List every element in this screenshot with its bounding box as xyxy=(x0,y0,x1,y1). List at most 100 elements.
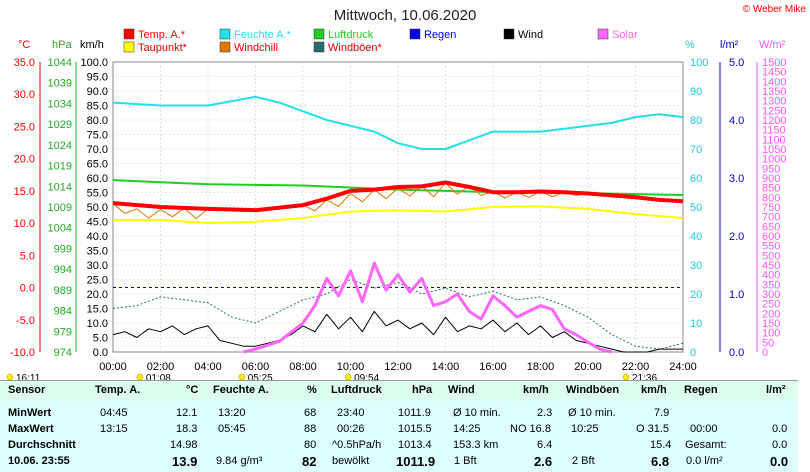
tick-label-celsius: 20.0 xyxy=(14,154,35,166)
legend-label: Windböen* xyxy=(328,42,383,54)
max-regen: 0.0 xyxy=(772,423,787,435)
tick-label-percent: 10 xyxy=(690,318,702,330)
tick-label-kmh: 55.0 xyxy=(87,188,108,200)
tick-label-kmh: 60.0 xyxy=(87,173,108,185)
max-temp: 18.3 xyxy=(176,423,197,435)
legend-swatch xyxy=(220,42,230,52)
tick-label-celsius: -5.0 xyxy=(16,315,35,327)
tick-label-rain: 5.0 xyxy=(729,57,744,69)
tick-label-kmh: 80.0 xyxy=(87,115,108,127)
tick-label-percent: 50 xyxy=(690,202,702,214)
tick-label-celsius: 10.0 xyxy=(14,218,35,230)
tick-label-kmh: 40.0 xyxy=(87,231,108,243)
time-label: 00:00 xyxy=(99,361,127,373)
tick-label-percent: 20 xyxy=(690,289,702,301)
time-label: 24:00 xyxy=(669,361,697,373)
axis-unit-percent: % xyxy=(685,39,695,51)
legend-label: Wind xyxy=(518,29,543,41)
tick-label-kmh: 100.0 xyxy=(80,57,108,69)
tick-label-celsius: -10.0 xyxy=(10,347,35,359)
max-boeen-time: 10:25 xyxy=(571,423,599,435)
max-wind-time: 14:25 xyxy=(453,423,481,435)
min-feuchte-time: 13:20 xyxy=(218,407,246,419)
row-min-label: MinWert xyxy=(8,407,51,419)
min-wind-label: Ø 10 min. xyxy=(453,407,501,419)
tick-label-percent: 30 xyxy=(690,260,702,272)
legend-label: Taupunkt* xyxy=(138,42,188,54)
axis-unit-solar: W/m² xyxy=(759,39,786,51)
time-label: 12:00 xyxy=(384,361,412,373)
chart-title: Mittwoch, 10.06.2020 xyxy=(334,7,477,24)
now-feuchte: 82 xyxy=(302,454,316,469)
tick-label-rain: 4.0 xyxy=(729,115,744,127)
now-boeen: 6.8 xyxy=(651,454,669,469)
tick-label-kmh: 0.0 xyxy=(93,347,108,359)
time-label: 14:00 xyxy=(432,361,460,373)
min-feuchte: 68 xyxy=(304,407,316,419)
tick-label-kmh: 10.0 xyxy=(87,318,108,330)
legend-label: Temp. A.* xyxy=(138,29,186,41)
time-marker: 21:36 xyxy=(632,373,657,380)
tick-label-percent: 100 xyxy=(690,57,708,69)
tick-label-solar: 0 xyxy=(762,347,768,359)
legend-label: Windchill xyxy=(234,42,278,54)
col-sensor: Sensor xyxy=(8,384,45,396)
max-druck-time: 00:26 xyxy=(337,423,365,435)
col-druck: Luftdruck xyxy=(331,384,382,396)
axis-unit-hpa: hPa xyxy=(52,39,72,51)
tick-label-percent: 0 xyxy=(690,347,696,359)
legend-swatch xyxy=(124,29,134,39)
col-feuchte: Feuchte A. xyxy=(213,384,269,396)
min-temp-time: 04:45 xyxy=(100,407,128,419)
legend-swatch xyxy=(504,29,514,39)
avg-druck-trend: ^0.5hPa/h xyxy=(332,439,381,451)
time-marker: 05:25 xyxy=(248,373,273,380)
row-max-label: MaxWert xyxy=(8,423,54,435)
tick-label-hpa: 1044 xyxy=(48,57,72,69)
col-regen: Regen xyxy=(684,384,718,396)
stats-table: Sensor Temp. A. °C Feuchte A. % Luftdruc… xyxy=(0,380,798,472)
tick-label-rain: 1.0 xyxy=(729,289,744,301)
legend-label: Luftdruck xyxy=(328,29,374,41)
tick-label-kmh: 95.0 xyxy=(87,72,108,84)
legend-swatch xyxy=(410,29,420,39)
tick-label-percent: 70 xyxy=(690,144,702,156)
tick-label-celsius: 0.0 xyxy=(20,283,35,295)
col-wind: Wind xyxy=(448,384,475,396)
axis-unit-kmh: km/h xyxy=(80,39,104,51)
avg-wind: 6.4 xyxy=(537,439,552,451)
tick-label-celsius: 5.0 xyxy=(20,250,35,262)
tick-label-celsius: 25.0 xyxy=(14,121,35,133)
tick-label-celsius: 30.0 xyxy=(14,89,35,101)
tick-label-hpa: 1029 xyxy=(48,119,72,131)
legend-swatch xyxy=(314,42,324,52)
max-regen-time: 00:00 xyxy=(690,423,718,435)
now-druck: 1011.9 xyxy=(396,454,435,469)
tick-label-hpa: 1034 xyxy=(48,98,72,110)
avg-boeen: 15.4 xyxy=(650,439,671,451)
now-temp: 13.9 xyxy=(172,454,197,469)
weather-chart: Mittwoch, 10.06.2020 © Weber Mike Temp. A.… xyxy=(0,0,810,380)
time-label: 06:00 xyxy=(242,361,270,373)
min-druck: 1011.9 xyxy=(398,407,431,419)
now-boeen-bft: 2 Bft xyxy=(572,455,595,467)
tick-label-celsius: 15.0 xyxy=(14,186,35,198)
min-boeen: 7.9 xyxy=(654,407,669,419)
tick-label-kmh: 65.0 xyxy=(87,159,108,171)
tick-label-hpa: 994 xyxy=(54,264,72,276)
tick-label-kmh: 20.0 xyxy=(87,289,108,301)
now-wind: 2.6 xyxy=(534,454,552,469)
time-marker: 01:08 xyxy=(146,373,171,380)
col-boeen: Windböen xyxy=(566,384,619,396)
max-feuchte: 88 xyxy=(304,423,316,435)
min-boeen-label: Ø 10 min. xyxy=(568,407,616,419)
tick-label-percent: 60 xyxy=(690,173,702,185)
tick-label-kmh: 25.0 xyxy=(87,275,108,287)
legend-label: Solar xyxy=(612,29,638,41)
col-regen-unit: l/m² xyxy=(766,384,786,396)
tick-label-percent: 90 xyxy=(690,86,702,98)
tick-label-rain: 2.0 xyxy=(729,231,744,243)
tick-label-celsius: 35.0 xyxy=(14,57,35,69)
col-feuchte-unit: % xyxy=(307,384,317,396)
time-label: 16:00 xyxy=(479,361,507,373)
